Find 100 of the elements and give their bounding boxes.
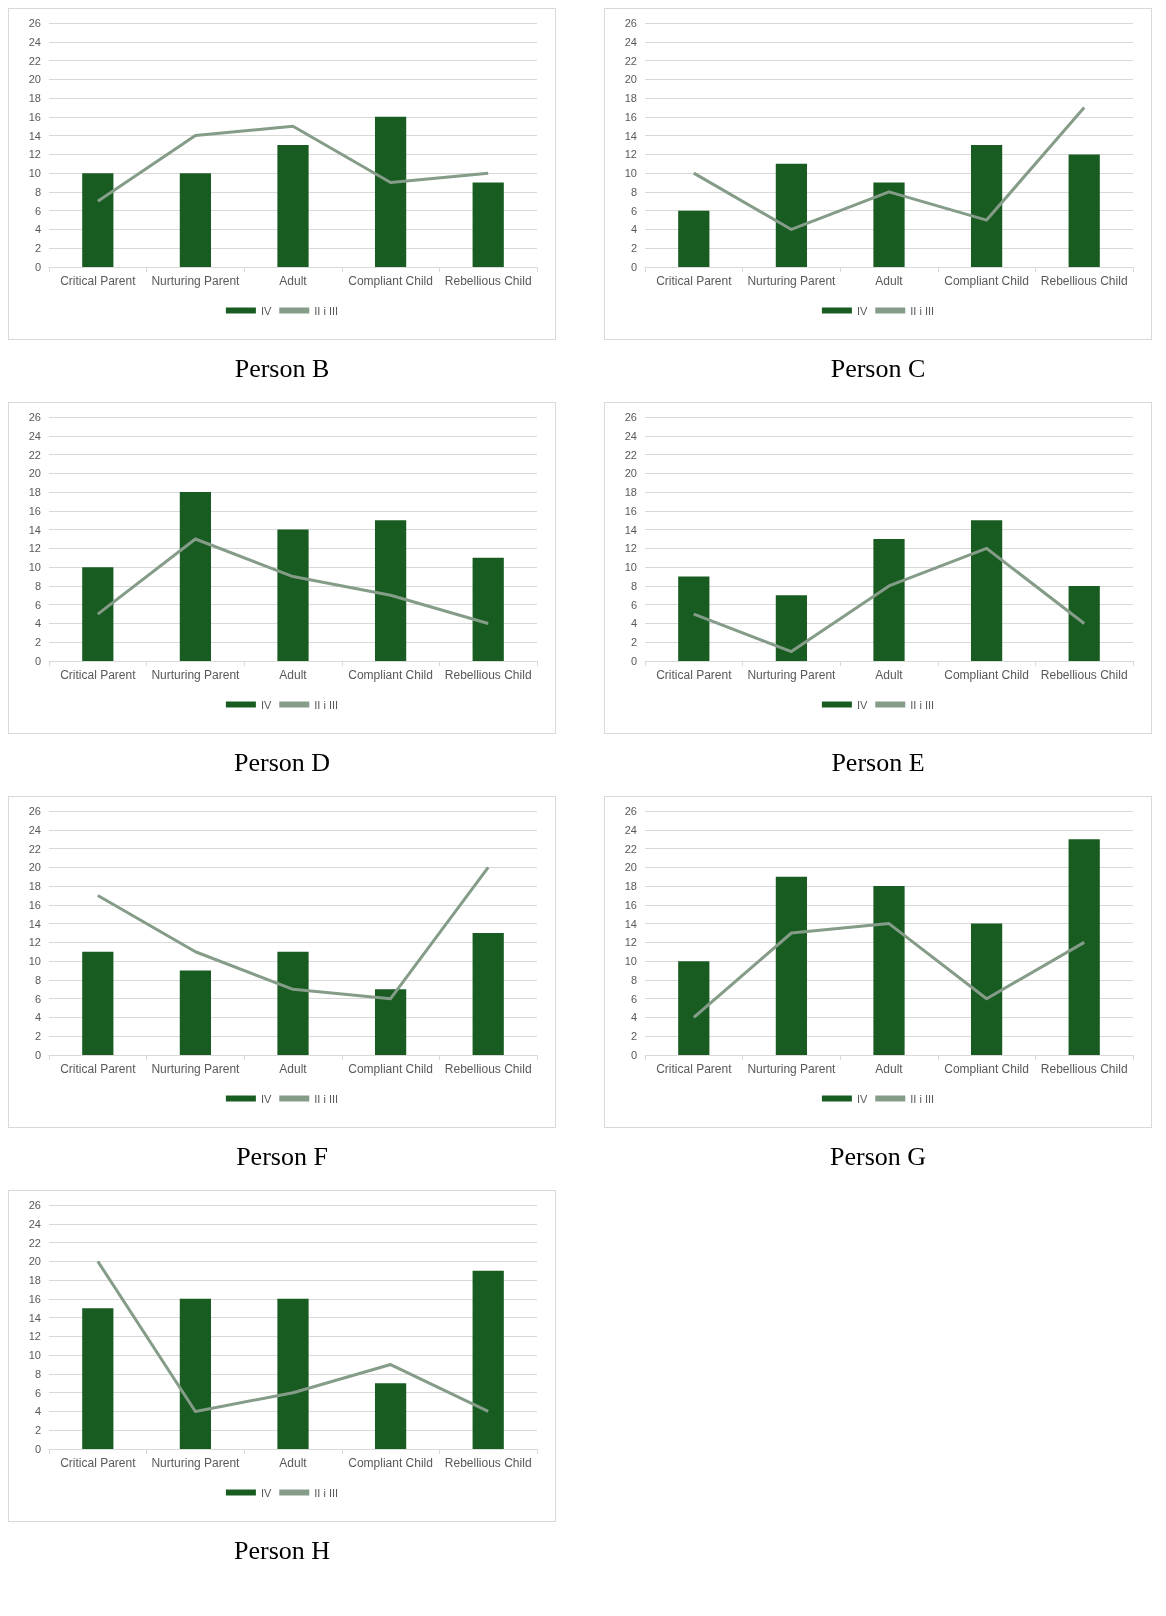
- y-tick-label: 10: [28, 1349, 41, 1362]
- x-tick-label: Critical Parent: [60, 1062, 137, 1076]
- y-tick-label: 24: [28, 823, 41, 836]
- y-tick-label: 26: [624, 411, 637, 423]
- y-tick-label: 8: [34, 185, 41, 198]
- y-tick-label: 14: [624, 917, 637, 930]
- y-tick-label: 0: [34, 655, 41, 667]
- legend-label: IV: [856, 1092, 868, 1105]
- x-tick-label: Critical Parent: [656, 1062, 733, 1076]
- y-tick-label: 14: [28, 129, 41, 142]
- line-series: [96, 865, 490, 1001]
- y-tick-label: 8: [34, 1367, 41, 1380]
- legend-label: II i III: [314, 304, 339, 317]
- y-tick-label: 4: [630, 223, 637, 236]
- y-tick-label: 18: [28, 880, 41, 893]
- y-tick-label: 20: [624, 73, 637, 86]
- y-tick-label: 8: [34, 973, 41, 986]
- line-series: [96, 124, 490, 203]
- y-tick-label: 4: [34, 617, 41, 630]
- y-tick-label: 0: [34, 1443, 41, 1455]
- x-tick-label: Nurturing Parent: [151, 668, 241, 682]
- y-tick-label: 2: [630, 636, 637, 649]
- y-tick-label: 16: [28, 110, 41, 123]
- y-tick-label: 4: [630, 617, 637, 630]
- y-tick-label: 0: [630, 655, 637, 667]
- x-tick-label: Adult: [279, 668, 308, 682]
- y-tick-label: 14: [28, 917, 41, 930]
- bar: [678, 210, 710, 267]
- x-tick-label: Adult: [875, 668, 904, 682]
- y-tick-label: 18: [624, 880, 637, 893]
- y-tick-label: 2: [34, 242, 41, 255]
- x-tick-label: Rebellious Child: [444, 1456, 532, 1470]
- y-tick-label: 14: [624, 129, 637, 142]
- bar: [472, 557, 504, 661]
- legend-label: II i III: [910, 304, 935, 317]
- legend-label: IV: [260, 698, 272, 711]
- x-tick-label: Nurturing Parent: [151, 1062, 241, 1076]
- x-tick-label: Rebellious Child: [1040, 1062, 1128, 1076]
- text: Person H: [232, 1536, 332, 1566]
- y-tick-label: 24: [28, 429, 41, 442]
- y-tick-label: 4: [630, 1011, 637, 1024]
- y-tick-label: 20: [28, 1255, 41, 1268]
- bar: [970, 520, 1003, 661]
- y-tick-label: 20: [28, 467, 41, 480]
- y-tick-label: 10: [28, 561, 41, 574]
- y-tick-label: 12: [624, 936, 637, 949]
- x-tick-label: Nurturing Parent: [747, 274, 837, 288]
- legend-label: IV: [856, 304, 868, 317]
- y-tick-label: 26: [28, 1199, 41, 1211]
- y-tick-label: 10: [624, 561, 637, 574]
- bar: [374, 116, 407, 267]
- x-tick-label: Critical Parent: [60, 668, 137, 682]
- y-tick-label: 14: [28, 523, 41, 536]
- y-tick-label: 4: [34, 223, 41, 236]
- x-tick-label: Rebellious Child: [444, 1062, 532, 1076]
- line-series: [96, 537, 490, 625]
- bar: [678, 961, 710, 1055]
- y-tick-label: 2: [34, 1030, 41, 1043]
- legend-label: II i III: [314, 698, 339, 711]
- x-tick-label: Adult: [279, 1062, 308, 1076]
- bar: [873, 539, 905, 661]
- bar: [277, 145, 309, 267]
- y-tick-label: 24: [624, 823, 637, 836]
- bar: [179, 1298, 212, 1449]
- legend-label: IV: [260, 1486, 272, 1499]
- bar: [179, 173, 212, 267]
- y-tick-label: 26: [28, 805, 41, 817]
- y-tick-label: 12: [624, 542, 637, 555]
- y-tick-label: 8: [630, 579, 637, 592]
- y-tick-label: 24: [28, 35, 41, 48]
- y-tick-label: 4: [34, 1405, 41, 1418]
- y-tick-label: 10: [624, 167, 637, 180]
- y-tick-label: 26: [624, 805, 637, 817]
- text: Person G: [828, 1142, 928, 1172]
- bar: [873, 182, 905, 267]
- x-tick-label: Nurturing Parent: [151, 1456, 241, 1470]
- y-tick-label: 14: [28, 1311, 41, 1324]
- y-tick-label: 16: [624, 110, 637, 123]
- line-series: [692, 546, 1086, 654]
- y-tick-label: 16: [28, 1292, 41, 1305]
- y-tick-label: 26: [28, 17, 41, 29]
- x-tick-label: Compliant Child: [348, 1062, 433, 1076]
- bar: [82, 173, 114, 267]
- bar: [873, 886, 905, 1055]
- bar: [179, 492, 212, 661]
- y-tick-label: 26: [28, 411, 41, 423]
- x-tick-label: Adult: [875, 274, 904, 288]
- bar: [277, 951, 309, 1055]
- y-tick-label: 10: [28, 167, 41, 180]
- y-tick-label: 0: [34, 1049, 41, 1061]
- bar: [374, 989, 407, 1055]
- bar: [82, 951, 114, 1055]
- y-tick-label: 24: [624, 429, 637, 442]
- y-tick-label: 8: [630, 185, 637, 198]
- y-tick-label: 2: [34, 1424, 41, 1437]
- y-tick-label: 4: [34, 1011, 41, 1024]
- x-tick-label: Critical Parent: [60, 274, 137, 288]
- bar: [678, 576, 710, 661]
- bar: [374, 520, 407, 661]
- y-tick-label: 18: [624, 92, 637, 105]
